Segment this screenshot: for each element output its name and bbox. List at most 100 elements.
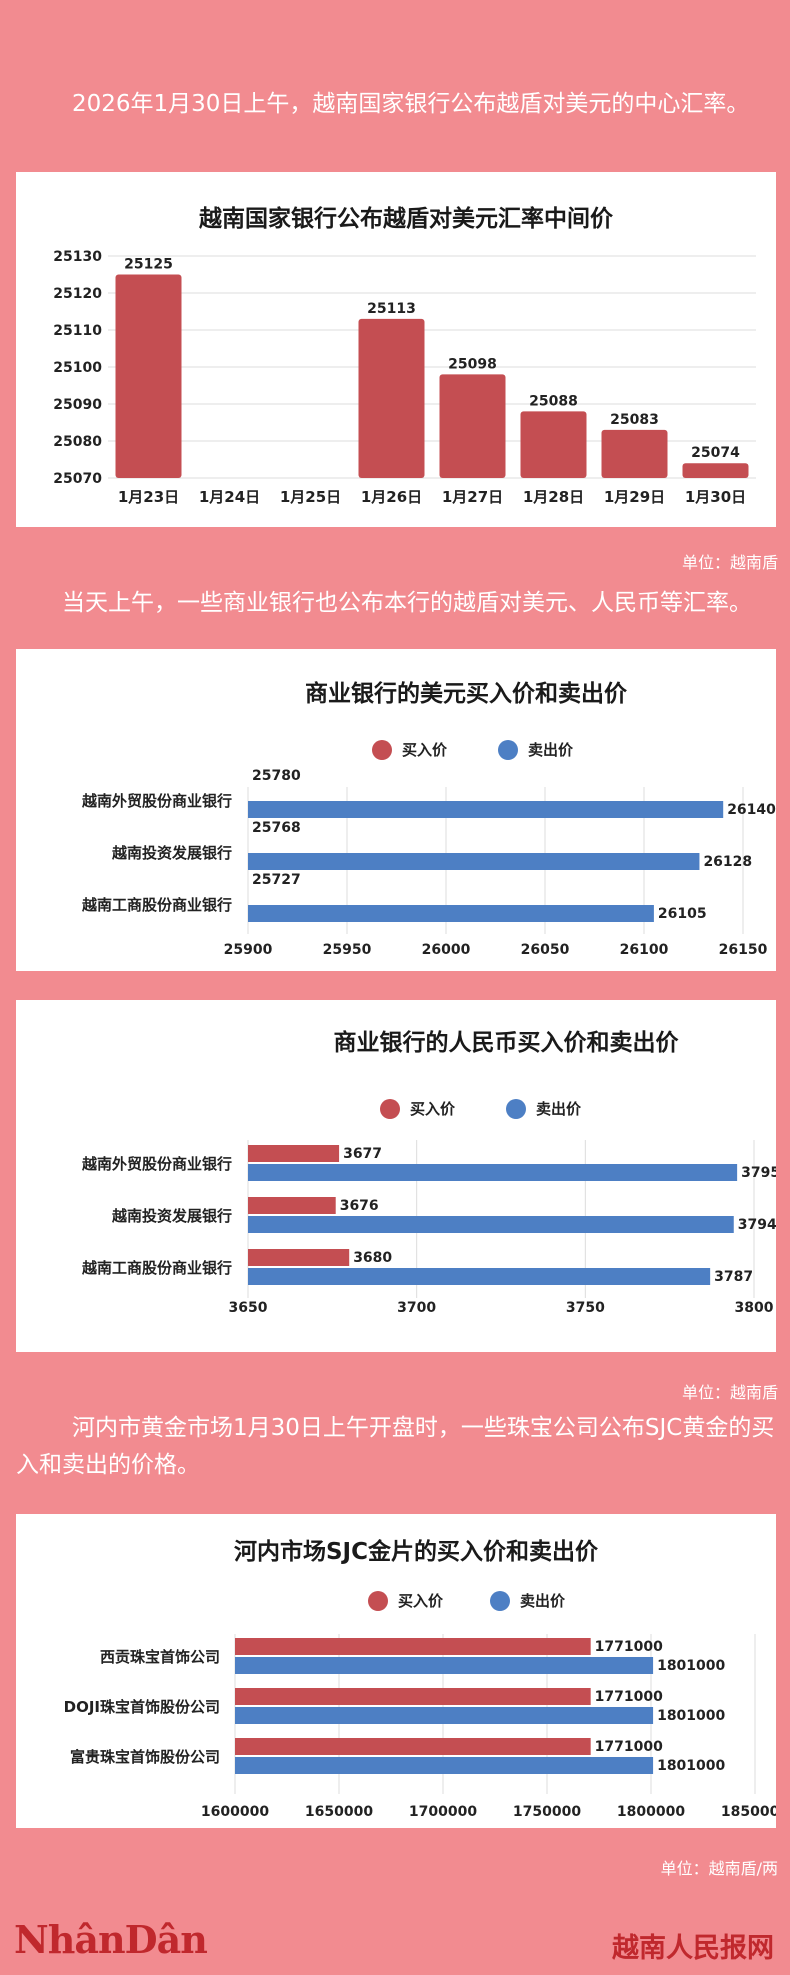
data-label: 3676: [340, 1198, 379, 1214]
data-label: 3680: [353, 1250, 392, 1266]
intro-paragraph: 2026年1月30日上午，越南国家银行公布越盾对美元的中心汇率。: [72, 91, 750, 117]
x-tick-label: 1650000: [305, 1804, 373, 1820]
x-tick-label: 3650: [229, 1300, 268, 1316]
y-tick-label: 25120: [53, 286, 102, 302]
y-tick-label: 25130: [53, 249, 102, 265]
data-label: 25098: [448, 356, 497, 372]
gold-paragraph: 河内市黄金市场1月30日上午开盘时，一些珠宝公司公布SJC黄金的买入和卖出的价格…: [16, 1415, 775, 1478]
chart-title: 河内市场SJC金片的买入价和卖出价: [234, 1538, 599, 1565]
category-label: 西贡珠宝首饰公司: [100, 1648, 220, 1666]
data-label: 25780: [252, 768, 301, 784]
legend-sell-label: 卖出价: [536, 1100, 582, 1118]
sell-bar: [248, 1268, 711, 1285]
legend-buy-label: 买入价: [398, 1592, 444, 1610]
category-label: 富贵珠宝首饰股份公司: [70, 1748, 220, 1766]
category-label: 越南投资发展银行: [111, 844, 232, 862]
category-label: 越南外贸股份商业银行: [81, 1155, 232, 1173]
x-tick-label: 1月26日: [361, 488, 422, 506]
category-label: 越南工商股份商业银行: [81, 1259, 232, 1277]
sell-bar: [248, 853, 700, 870]
x-tick-label: 26100: [620, 942, 669, 958]
x-tick-label: 25950: [323, 942, 372, 958]
x-tick-label: 1600000: [201, 1804, 269, 1820]
x-tick-label: 3800: [735, 1300, 774, 1316]
x-tick-label: 25900: [224, 942, 273, 958]
x-tick-label: 1700000: [409, 1804, 477, 1820]
data-label: 25768: [252, 820, 301, 836]
site-name: 越南人民报网: [612, 1933, 774, 1964]
buy-bar: [248, 1197, 336, 1214]
data-label: 3787: [714, 1269, 753, 1285]
sell-bar: [248, 1164, 738, 1181]
buy-bar: [235, 1738, 591, 1755]
cny-chart-card: 商业银行的人民币买入价和卖出价买入价 卖出价 3650 3700 3750 3800 越南外…: [16, 1000, 776, 1352]
buy-bar: [235, 1688, 591, 1705]
category-label: 越南工商股份商业银行: [81, 896, 232, 914]
bar: [520, 411, 587, 478]
legend-sell-marker: [490, 1591, 510, 1611]
data-label: 26105: [658, 906, 707, 922]
sell-bar: [235, 1757, 654, 1774]
legend-buy-marker: [380, 1099, 400, 1119]
chart-title: 商业银行的人民币买入价和卖出价: [334, 1029, 680, 1056]
data-label: 3795: [741, 1165, 776, 1181]
data-label: 1771000: [595, 1739, 663, 1755]
buy-bar: [248, 1249, 350, 1266]
data-label: 1801000: [657, 1758, 725, 1774]
data-label: 25125: [124, 257, 173, 273]
bar: [601, 429, 668, 478]
data-label: 1801000: [657, 1708, 725, 1724]
unit-label-2: 单位：越南盾: [681, 1383, 778, 1402]
sell-bar: [248, 1216, 734, 1233]
legend-sell-marker: [498, 740, 518, 760]
x-tick-label: 1850000: [721, 1804, 776, 1820]
x-tick-label: 1750000: [513, 1804, 581, 1820]
legend-sell-label: 卖出价: [528, 741, 574, 759]
buy-bar: [248, 1145, 340, 1162]
legend-sell-marker: [506, 1099, 526, 1119]
x-tick-label: 1月28日: [523, 488, 584, 506]
legend-buy-marker: [372, 740, 392, 760]
legend-buy-label: 买入价: [410, 1100, 456, 1118]
data-label: 3794: [738, 1217, 776, 1233]
x-tick-label: 26000: [422, 942, 471, 958]
sell-bar: [235, 1657, 654, 1674]
y-tick-label: 25100: [53, 360, 102, 376]
nhandan-logo: NhânDân: [14, 1917, 208, 1962]
sell-bar: [248, 801, 724, 818]
y-tick-label: 25070: [53, 471, 102, 487]
data-label: 3677: [343, 1146, 382, 1162]
x-tick-label: 1800000: [617, 1804, 685, 1820]
central-rate-chart-card: 越南国家银行公布越盾对美元汇率中间价 25070 25080 25090 25100 25…: [16, 172, 776, 527]
bar: [358, 318, 425, 478]
category-label: DOJI珠宝首饰股份公司: [64, 1698, 220, 1716]
chart-title: 越南国家银行公布越盾对美元汇率中间价: [199, 205, 614, 232]
y-tick-label: 25080: [53, 434, 102, 450]
central-rate-chart: 越南国家银行公布越盾对美元汇率中间价 25070 25080 25090 25100 25…: [53, 205, 756, 506]
data-label: 26140: [727, 802, 776, 818]
x-tick-label: 1月25日: [280, 488, 341, 506]
y-tick-label: 25090: [53, 397, 102, 413]
chart-title: 商业银行的美元买入价和卖出价: [305, 680, 628, 707]
legend-buy-marker: [368, 1591, 388, 1611]
legend-buy-label: 买入价: [402, 741, 448, 759]
data-label: 25727: [252, 872, 301, 888]
bar: [439, 374, 506, 478]
sell-bar: [235, 1707, 654, 1724]
data-label: 26128: [703, 854, 752, 870]
data-label: 25088: [529, 393, 578, 409]
x-tick-label: 1月23日: [118, 488, 179, 506]
category-label: 越南外贸股份商业银行: [81, 792, 232, 810]
x-tick-label: 1月27日: [442, 488, 503, 506]
usd-chart-card: 商业银行的美元买入价和卖出价 买入价 卖出价 25900 25950 26000 26050…: [16, 649, 776, 971]
x-tick-label: 1月24日: [199, 488, 260, 506]
x-tick-label: 3700: [397, 1300, 436, 1316]
x-tick-label: 3750: [566, 1300, 605, 1316]
legend-sell-label: 卖出价: [520, 1592, 566, 1610]
x-tick-label: 26150: [719, 942, 768, 958]
x-tick-label: 1月30日: [685, 488, 746, 506]
data-label: 25074: [691, 445, 740, 461]
buy-bar: [235, 1638, 591, 1655]
